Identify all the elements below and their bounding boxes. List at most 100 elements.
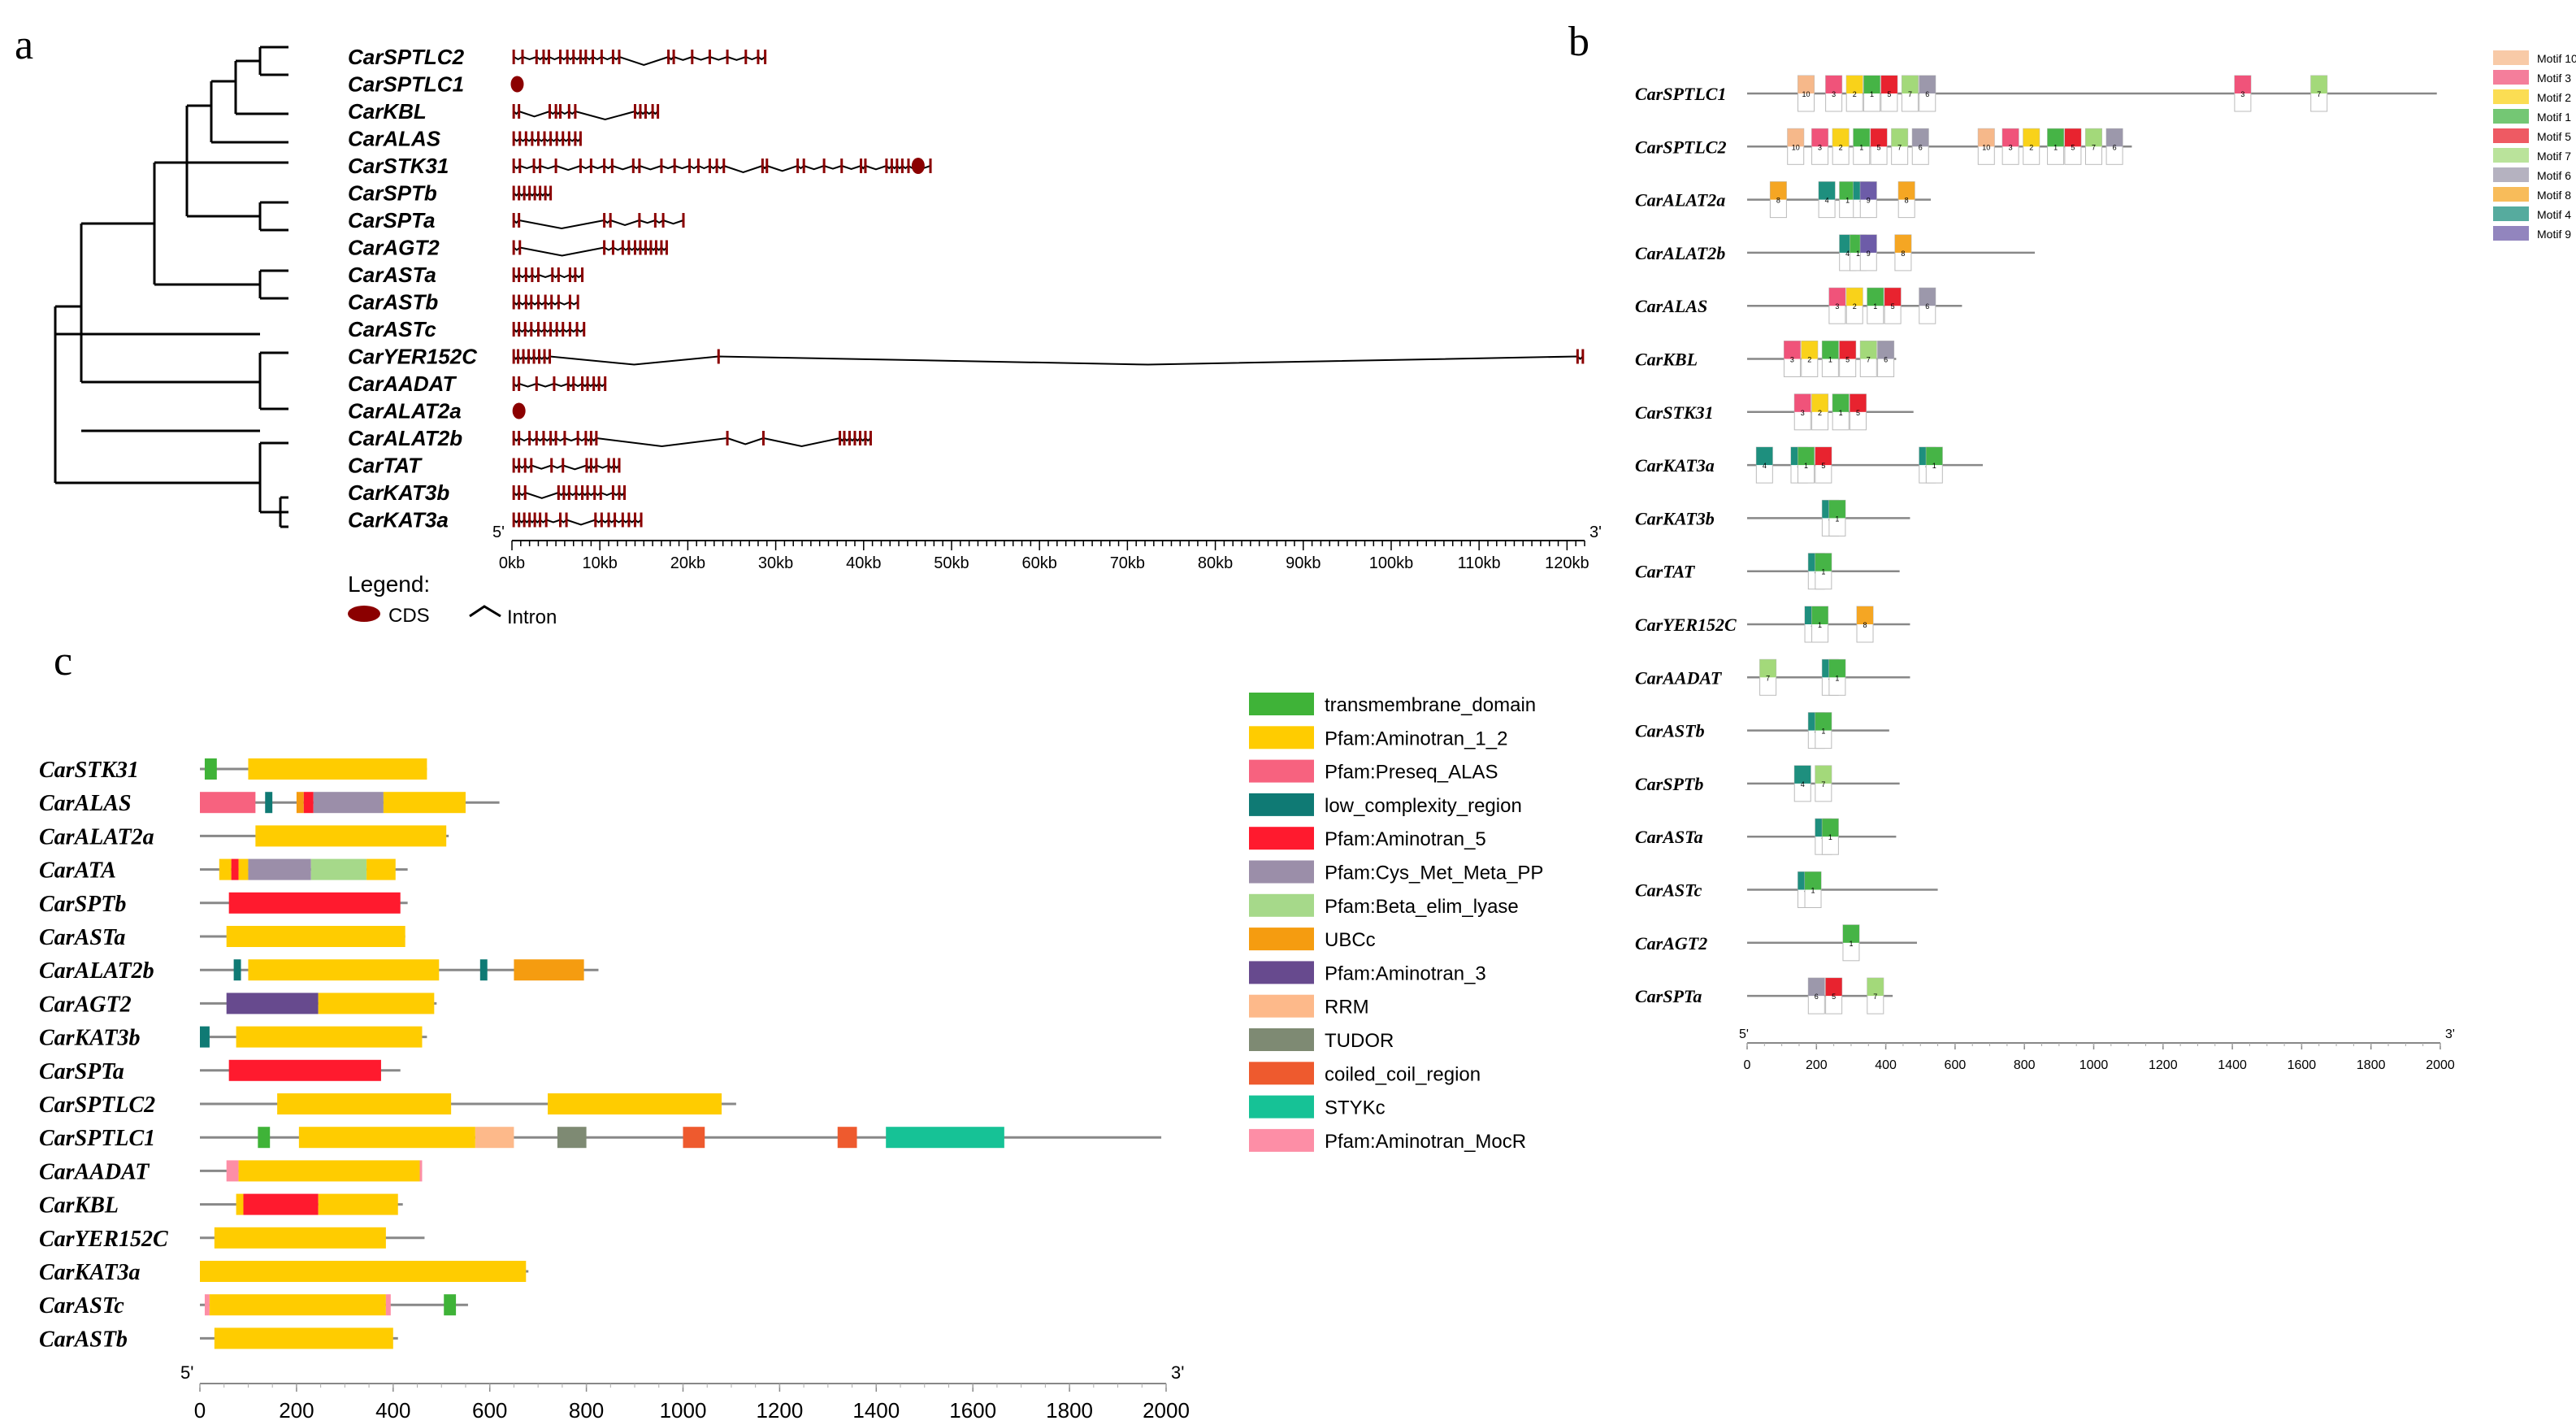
- domain-track-CarKBL: [200, 1193, 403, 1215]
- cds-mark: [657, 104, 660, 119]
- motif-fill: [1815, 765, 1832, 784]
- axis-tick-label: 1600: [949, 1398, 996, 1423]
- motif-number: 1: [1804, 462, 1808, 470]
- motif-fill: [2085, 128, 2102, 147]
- cds-mark: [555, 131, 558, 146]
- gene-model-CarSPTLC2: [512, 50, 767, 67]
- axis-tick-label: 1400: [852, 1398, 900, 1423]
- cds-mark: [512, 322, 515, 337]
- cds-mark: [595, 458, 598, 473]
- motif-gene-label-CarALAT2a: CarALAT2a: [1635, 190, 1725, 211]
- domain-box: [296, 792, 304, 814]
- axis-tick-label: 400: [375, 1398, 410, 1423]
- motif-number: 3: [2009, 143, 2013, 151]
- motif-fill: [2002, 128, 2019, 147]
- motif-gene-label-CarKBL: CarKBL: [1635, 350, 1698, 370]
- motif-track-CarSPTa: 6 5 7: [1747, 977, 1893, 1014]
- domain-box: [265, 792, 273, 814]
- domain-legend-swatch: [1249, 860, 1314, 884]
- motif-gene-label-CarSPTa: CarSPTa: [1635, 986, 1702, 1006]
- cds-mark: [585, 458, 588, 473]
- domain-legend-label: Pfam:Beta_elim_lyase: [1325, 896, 1519, 918]
- cds-mark: [607, 458, 610, 473]
- domain-box: [219, 858, 232, 880]
- domain-box: [258, 1127, 271, 1149]
- cds-mark: [518, 213, 521, 228]
- motif-number: 3: [1818, 143, 1822, 151]
- axis-tick-label: 120kb: [1545, 554, 1589, 572]
- cds-mark: [557, 485, 560, 500]
- motif-gene-label-CarAADAT: CarAADAT: [1635, 667, 1723, 688]
- motif-fill: [2023, 128, 2040, 147]
- motif-track-CarTAT: 41: [1747, 553, 1900, 590]
- domain-legend-swatch: [1249, 1062, 1314, 1085]
- cds-mark: [536, 267, 540, 282]
- cds-mark: [638, 213, 641, 228]
- domain-legend-swatch: [1249, 1028, 1314, 1051]
- motif-fill: [1867, 288, 1884, 306]
- cds-mark: [521, 50, 524, 64]
- motif-number: 5: [1821, 462, 1825, 470]
- motif-fill: [1871, 128, 1888, 147]
- cds-mark: [518, 376, 521, 391]
- cds-mark: [550, 294, 553, 310]
- domain-box: [226, 1160, 239, 1182]
- motif-fill: [1808, 978, 1825, 997]
- motif-fill: [1926, 447, 1943, 466]
- intron-line: [513, 137, 582, 142]
- panel-c-domain-legend: transmembrane_domain Pfam:Aminotran_1_2 Pf…: [1249, 693, 1543, 1153]
- motif-number: 7: [2317, 90, 2321, 98]
- cds-mark: [589, 159, 592, 173]
- gene-model-CarKAT3b: [512, 485, 626, 500]
- cds-mark: [512, 485, 515, 500]
- cds-mark: [517, 349, 520, 364]
- motif-fill: [1811, 393, 1828, 412]
- motif-number: 3: [1835, 302, 1839, 311]
- cds-mark: [527, 349, 531, 364]
- motif-fill: [1822, 341, 1839, 359]
- motif-number: 7: [1897, 143, 1902, 151]
- motif-number: 5: [1856, 409, 1860, 417]
- cds-mark: [593, 485, 596, 500]
- cds-mark: [523, 485, 527, 500]
- domain-gene-label-CarSPTb: CarSPTb: [39, 892, 126, 917]
- axis-end-label: 3': [2445, 1027, 2455, 1041]
- axis-tick-label: 2000: [2426, 1058, 2455, 1072]
- intron-line: [513, 519, 642, 526]
- cds-mark: [562, 485, 566, 500]
- gene-label-CarAADAT: CarAADAT: [348, 371, 458, 396]
- domain-legend-swatch: [1249, 893, 1314, 917]
- domain-track-CarKAT3a: [200, 1261, 529, 1282]
- cds-mark: [622, 485, 626, 500]
- cds-mark: [523, 458, 527, 473]
- domain-gene-label-CarKAT3b: CarKAT3b: [39, 1026, 140, 1051]
- motif-number: 1: [1828, 356, 1832, 364]
- motif-gene-label-CarTAT: CarTAT: [1635, 562, 1696, 582]
- cds-mark: [592, 376, 596, 391]
- cds-mark: [539, 159, 542, 173]
- motif-number: 6: [1919, 143, 1923, 151]
- legend-cds-label: CDS: [388, 605, 430, 627]
- motif-fill: [1825, 978, 1842, 997]
- cds-mark: [708, 159, 711, 173]
- axis-tick-label: 90kb: [1286, 554, 1321, 572]
- cds-mark: [576, 431, 579, 445]
- cds-mark: [660, 240, 663, 255]
- domain-box: [366, 858, 396, 880]
- motif-track-CarSTK31: 3 2 1 5: [1747, 393, 1914, 431]
- intron-line: [513, 355, 1584, 366]
- cds-mark: [726, 431, 729, 445]
- cds-mark: [512, 131, 515, 146]
- cds-mark: [510, 76, 524, 93]
- domain-gene-label-CarALAT2b: CarALAT2b: [39, 958, 154, 984]
- cds-mark: [890, 159, 893, 173]
- gene-model-CarASTb: [512, 294, 579, 310]
- motif-fill: [1794, 765, 1811, 784]
- cds-mark: [660, 159, 663, 173]
- legend-title: Legend:: [348, 571, 430, 597]
- axis-tick-label: 1800: [1046, 1398, 1093, 1423]
- domain-legend-label: transmembrane_domain: [1325, 694, 1536, 716]
- cds-mark: [722, 159, 726, 173]
- cds-mark: [592, 50, 595, 64]
